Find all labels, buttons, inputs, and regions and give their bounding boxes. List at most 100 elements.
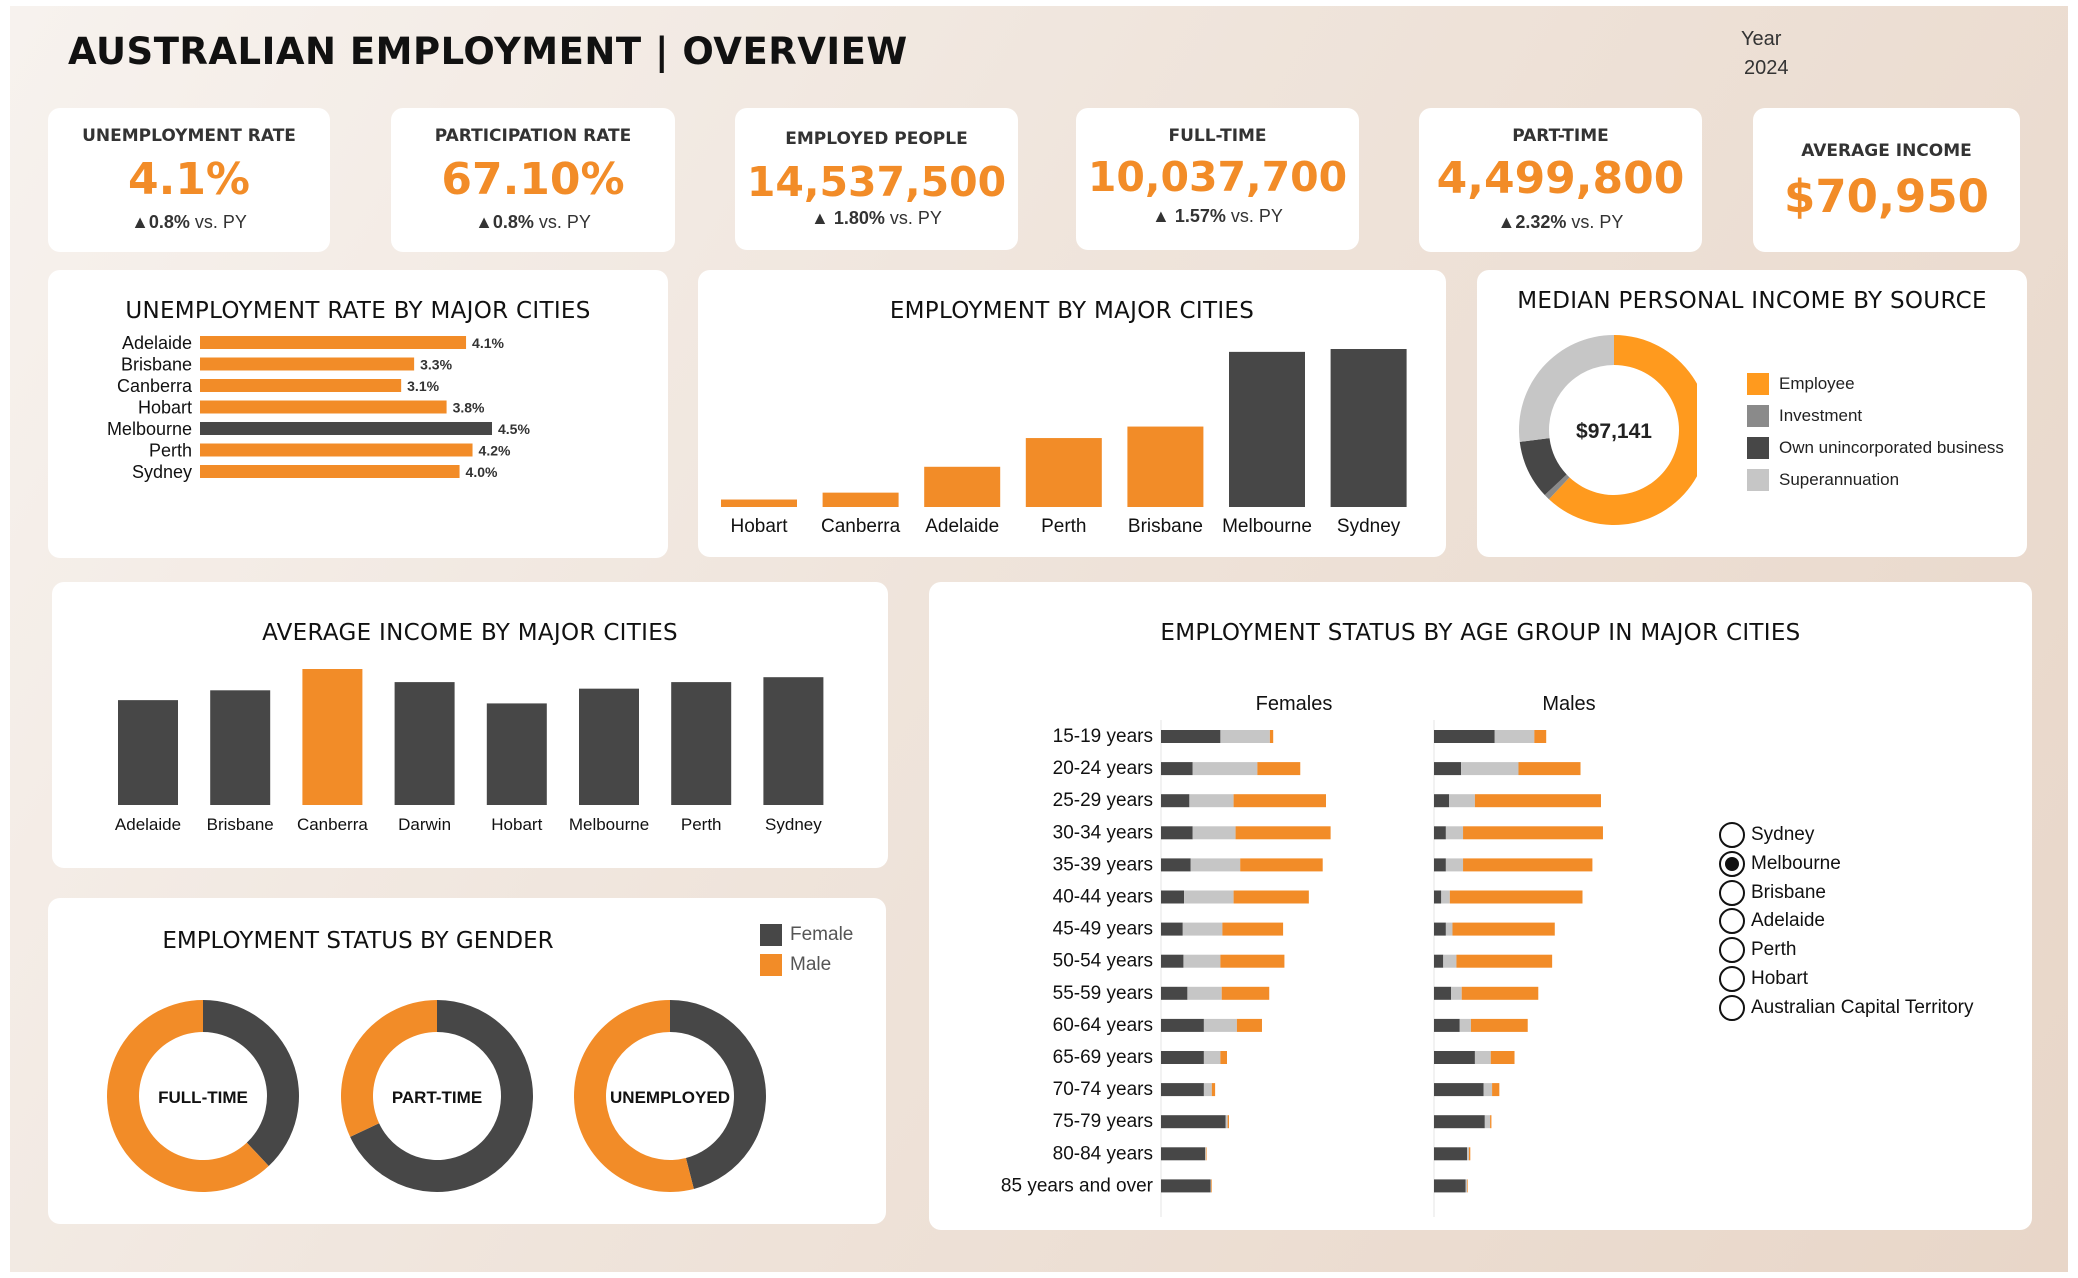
bar-segment bbox=[1161, 826, 1193, 840]
bar-segment bbox=[1434, 922, 1446, 936]
bar bbox=[200, 357, 415, 371]
bar-segment bbox=[1434, 1018, 1460, 1032]
category-label: Canberra bbox=[821, 516, 901, 537]
donut-slice bbox=[107, 1000, 269, 1192]
year-filter-label: Year bbox=[1741, 28, 1782, 50]
bar-segment bbox=[1434, 1179, 1466, 1193]
bar-segment bbox=[1465, 1179, 1467, 1193]
bar-segment bbox=[1434, 794, 1450, 808]
kpi-change-value: 2.32% bbox=[1515, 212, 1567, 232]
radio-button[interactable] bbox=[1719, 822, 1745, 848]
category-label: Perth bbox=[149, 441, 192, 461]
radio-button[interactable] bbox=[1719, 937, 1745, 964]
kpi-unemployment-rate: UNEMPLOYMENT RATE 4.1% ▲0.8% vs. PY bbox=[48, 108, 330, 252]
kpi-change-suffix: vs. PY bbox=[884, 208, 942, 228]
center-label: $97,141 bbox=[1576, 420, 1652, 443]
bar-segment bbox=[1161, 986, 1188, 1000]
bar-segment bbox=[1443, 954, 1457, 968]
employment-by-city-card: EMPLOYMENT BY MAJOR CITIES Hobart Canberr… bbox=[698, 270, 1446, 557]
category-label: Adelaide bbox=[122, 333, 192, 353]
bar-segment bbox=[1161, 730, 1221, 743]
bar bbox=[118, 700, 178, 805]
kpi-label: PART-TIME bbox=[1512, 126, 1609, 146]
bar-segment bbox=[1227, 1115, 1229, 1129]
chart-title: EMPLOYMENT BY MAJOR CITIES bbox=[889, 298, 1255, 324]
category-label: Brisbane bbox=[121, 355, 192, 375]
legend-swatch bbox=[1747, 405, 1769, 427]
bar-segment bbox=[1221, 986, 1270, 1000]
bar-segment bbox=[1470, 1018, 1528, 1032]
bar-segment bbox=[1192, 762, 1258, 776]
bar bbox=[671, 682, 732, 805]
radio-button[interactable] bbox=[1719, 966, 1745, 992]
city-filter-label: Sydney bbox=[1751, 824, 1815, 845]
age-group-label: 65-69 years bbox=[1053, 1047, 1153, 1068]
year-filter-value[interactable]: 2024 bbox=[1744, 57, 1789, 79]
bar-segment bbox=[1190, 858, 1241, 872]
chart-title: MEDIAN PERSONAL INCOME BY SOURCE bbox=[1517, 288, 1987, 314]
unemployment-by-city-card: UNEMPLOYMENT RATE BY MAJOR CITIES Adelai… bbox=[48, 270, 668, 558]
bar-segment bbox=[1192, 826, 1236, 840]
bar-segment bbox=[1182, 922, 1223, 936]
kpi-change-value: 0.8% bbox=[492, 212, 534, 232]
bar-segment bbox=[1467, 1179, 1468, 1193]
bar bbox=[394, 682, 455, 805]
donut-center-label: UNEMPLOYED bbox=[610, 1088, 730, 1107]
gender-donut-charts: FULL-TIME PART-TIME UNEMPLOYED bbox=[107, 1000, 766, 1192]
bar-segment bbox=[1490, 1051, 1515, 1064]
donut-center-label: FULL-TIME bbox=[158, 1088, 248, 1107]
radio-button[interactable] bbox=[1719, 994, 1745, 1021]
up-arrow-icon: ▲ bbox=[1497, 212, 1516, 232]
kpi-change: ▲0.8% vs. PY bbox=[48, 212, 330, 233]
legend-label: Own unincorporated business bbox=[1779, 438, 2004, 457]
legend-item: Investment bbox=[1747, 400, 2004, 432]
chart-title: UNEMPLOYMENT RATE BY MAJOR CITIES bbox=[125, 298, 591, 324]
kpi-label: AVERAGE INCOME bbox=[1801, 141, 1972, 161]
bar-segment bbox=[1434, 858, 1446, 872]
bar-segment bbox=[1434, 890, 1442, 904]
legend-label: Male bbox=[790, 954, 832, 976]
legend-label: Investment bbox=[1779, 406, 1863, 425]
kpi-value: 4.1% bbox=[127, 154, 251, 205]
age-group-label: 85 years and over bbox=[1001, 1175, 1154, 1196]
radio-button[interactable] bbox=[1719, 879, 1745, 906]
unemployment-bar-chart: Adelaide 4.1% Brisbane 3.3% Canberra 3.1% Hoba… bbox=[107, 333, 531, 482]
panel-label: Males bbox=[1542, 693, 1595, 715]
bar bbox=[1229, 351, 1305, 507]
bar-segment bbox=[1490, 1115, 1492, 1129]
age-group-label: 70-74 years bbox=[1053, 1079, 1153, 1100]
donut-slice bbox=[1544, 474, 1570, 500]
radio-button[interactable] bbox=[1719, 850, 1745, 877]
bar bbox=[721, 499, 797, 507]
kpi-value: $70,950 bbox=[1784, 170, 1989, 223]
bar-segment bbox=[1205, 1147, 1207, 1161]
radio-button[interactable] bbox=[1719, 908, 1745, 935]
bar-segment bbox=[1220, 954, 1285, 968]
bar-segment bbox=[1161, 858, 1191, 872]
bar-segment bbox=[1445, 858, 1464, 872]
bar-segment bbox=[1434, 1147, 1467, 1161]
bar-segment bbox=[1161, 1051, 1204, 1064]
category-label: Hobart bbox=[491, 815, 542, 834]
bar-segment bbox=[1459, 1018, 1471, 1032]
legend-item: Superannuation bbox=[1747, 464, 2004, 496]
income-source-card: MEDIAN PERSONAL INCOME BY SOURCE $97,141… bbox=[1477, 270, 2027, 557]
bar-segment bbox=[1222, 922, 1284, 936]
bar-segment bbox=[1161, 1083, 1204, 1097]
bar-segment bbox=[1211, 1179, 1212, 1193]
average-income-bar-chart: Adelaide Brisbane Canberra Darwin Hobart Melb… bbox=[115, 669, 824, 834]
bar-segment bbox=[1161, 890, 1185, 904]
bar-segment bbox=[1211, 1083, 1216, 1097]
city-filter-label: Brisbane bbox=[1751, 881, 1826, 903]
bar-segment bbox=[1434, 1115, 1485, 1129]
data-label: 4.5% bbox=[498, 421, 530, 437]
legend-item-female: Female bbox=[760, 924, 853, 946]
age-group-card: EMPLOYMENT STATUS BY AGE GROUP IN MAJOR … bbox=[929, 582, 2032, 1230]
category-label: Adelaide bbox=[115, 815, 181, 834]
donut-slice bbox=[341, 1000, 437, 1137]
gender-status-card: EMPLOYMENT STATUS BY GENDER Female Male … bbox=[48, 898, 886, 1224]
bar-segment bbox=[1434, 954, 1444, 968]
bar-segment bbox=[1187, 986, 1222, 1000]
data-label: 3.1% bbox=[407, 378, 439, 394]
kpi-average-income: AVERAGE INCOME $70,950 bbox=[1753, 108, 2020, 252]
